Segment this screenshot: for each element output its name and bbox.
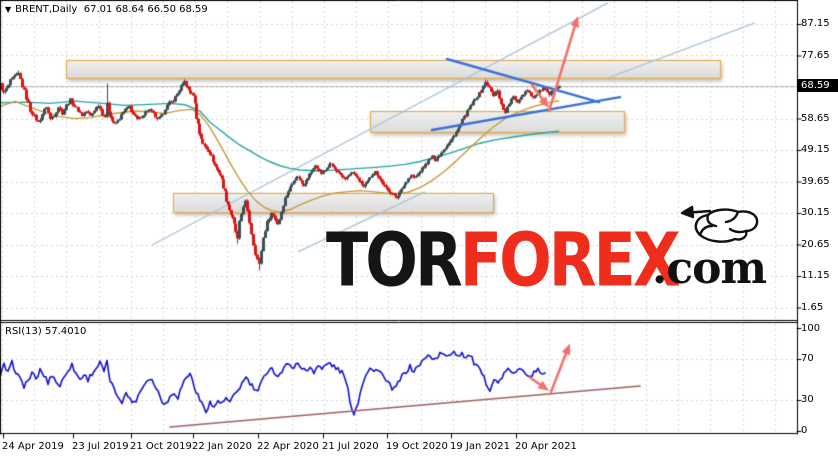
rsi-indicator-label: RSI(13) 57.4010 bbox=[5, 326, 87, 337]
date-axis-label: 20 Apr 2021 bbox=[515, 441, 577, 452]
price-axis-label: 87.15 bbox=[801, 18, 830, 29]
current-price-badge: 68.59 bbox=[797, 79, 838, 92]
price-axis-label: 49.15 bbox=[801, 144, 830, 155]
date-axis-label: 23 Jul 2019 bbox=[72, 441, 129, 452]
bull-logo-icon bbox=[680, 205, 759, 243]
rsi-axis-label: 0 bbox=[801, 425, 808, 436]
symbol-title: BRENT,Daily bbox=[15, 4, 78, 15]
watermark: TORFOREX bbox=[326, 216, 681, 304]
date-axis-label: 21 Jul 2020 bbox=[322, 441, 379, 452]
watermark-tor: TOR bbox=[326, 216, 463, 304]
watermark-forex: FOREX bbox=[459, 216, 681, 304]
date-axis-label: 19 Jan 2021 bbox=[450, 441, 510, 452]
rsi-axis-label: 100 bbox=[801, 323, 821, 334]
ohlc-readout: 67.01 68.64 66.50 68.59 bbox=[83, 4, 208, 15]
price-axis-label: 30.15 bbox=[801, 207, 830, 218]
date-axis-label: 24 Apr 2019 bbox=[2, 441, 64, 452]
price-axis-label: 20.65 bbox=[801, 239, 830, 250]
title-bar: ▼ BRENT,Daily 67.01 68.64 66.50 68.59 bbox=[5, 4, 208, 15]
symbol-dropdown-icon[interactable]: ▼ bbox=[5, 5, 12, 14]
watermark-domain: .com bbox=[652, 243, 767, 294]
date-axis-label: 22 Apr 2020 bbox=[257, 441, 319, 452]
rsi-axis-label: 70 bbox=[801, 353, 814, 364]
date-axis-label: 21 Oct 2019 bbox=[130, 441, 192, 452]
rsi-axis-label: 30 bbox=[801, 394, 814, 405]
date-axis-label: 19 Oct 2020 bbox=[386, 441, 448, 452]
price-axis-label: 77.65 bbox=[801, 50, 830, 61]
price-axis-label: 58.65 bbox=[801, 113, 830, 124]
price-axis-label: 1.65 bbox=[801, 302, 824, 313]
price-axis-label: 11.15 bbox=[801, 270, 830, 281]
date-axis-label: 22 Jan 2020 bbox=[192, 441, 252, 452]
price-axis-label: 39.65 bbox=[801, 176, 830, 187]
